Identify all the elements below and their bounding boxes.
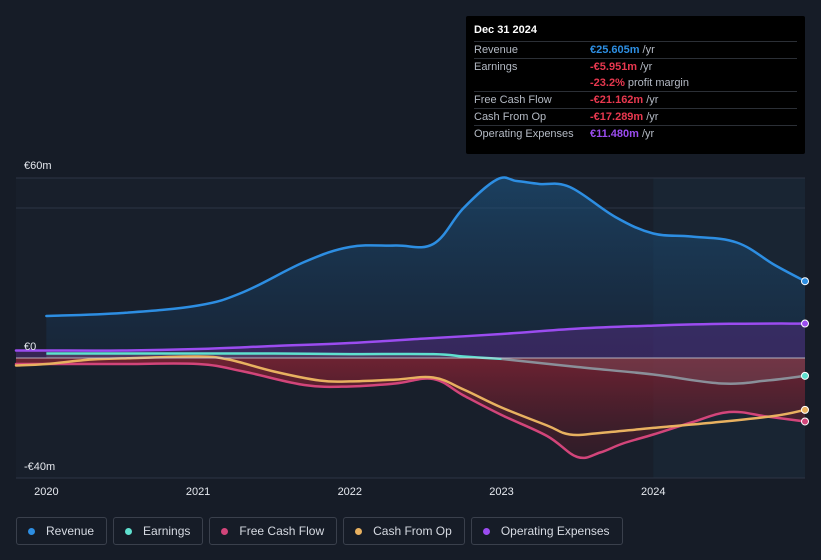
y-tick-label: €0	[24, 341, 36, 353]
tooltip-value: -€5.951m	[590, 61, 638, 73]
tooltip-value: €11.480m	[590, 128, 639, 140]
x-axis-ticks: 2020 2021 2022 2023 2024	[34, 486, 665, 498]
tooltip-row: Operating Expenses €11.480m/yr	[474, 125, 797, 142]
operating-expenses-line	[14, 322, 807, 352]
tooltip-unit: /yr	[641, 128, 655, 140]
revenue-end-marker	[801, 277, 809, 286]
earnings-area	[46, 353, 806, 384]
legend-label: Earnings	[143, 524, 191, 538]
free-cash-flow-end-marker	[801, 417, 809, 426]
legend-dot-icon	[125, 527, 133, 535]
legend-label: Operating Expenses	[500, 524, 610, 538]
y-axis-ticks: €60m €0 -€40m	[24, 160, 55, 473]
tooltip-row: Cash From Op -€17.289m/yr	[474, 108, 797, 125]
gridlines	[16, 177, 805, 479]
tooltip-label: Free Cash Flow	[474, 94, 552, 106]
x-tick-label: 2021	[186, 486, 210, 498]
earnings-end-marker	[801, 371, 809, 380]
legend-dot-icon	[221, 527, 229, 535]
series-end-markers	[801, 277, 809, 426]
tooltip-label: Earnings	[474, 61, 518, 73]
series-lines	[14, 176, 807, 460]
tooltip-date: Dec 31 2024	[474, 24, 537, 36]
legend-label: Revenue	[46, 524, 95, 538]
cash-from-op-end-marker	[801, 405, 809, 414]
legend-item-earnings[interactable]: Earnings	[113, 517, 204, 545]
y-tick-label: -€40m	[24, 461, 55, 473]
tooltip-unit: /yr	[642, 44, 655, 56]
legend: Revenue Earnings Free Cash Flow Cash From O…	[16, 517, 623, 545]
tooltip-unit: /yr	[646, 94, 659, 106]
legend-dot-icon	[28, 527, 35, 535]
tooltip-label: Revenue	[474, 44, 519, 56]
tooltip-value: -€21.162m	[590, 94, 644, 106]
tooltip-unit: /yr	[646, 111, 659, 123]
tooltip-label	[474, 75, 590, 91]
tooltip-label: Operating Expenses	[474, 128, 574, 140]
tooltip-row: Revenue €25.605m/yr	[474, 41, 797, 58]
tooltip-label: Cash From Op	[474, 111, 547, 123]
earnings-line-negative	[501, 357, 806, 385]
legend-dot-icon	[355, 527, 363, 535]
tooltip-unit: profit margin	[627, 77, 689, 89]
x-tick-label: 2020	[34, 486, 58, 498]
operating-expenses-end-marker	[801, 319, 809, 328]
earnings-line	[46, 352, 502, 361]
legend-item-operating-expenses[interactable]: Operating Expenses	[470, 517, 623, 545]
revenue-area	[46, 177, 806, 358]
legend-item-revenue[interactable]: Revenue	[16, 517, 108, 545]
y-tick-label: €60m	[24, 160, 52, 172]
tooltip-row: Earnings -€5.951m/yr	[474, 58, 797, 75]
tooltip-row: -23.2% profit margin	[474, 75, 797, 91]
legend-item-free-cash-flow[interactable]: Free Cash Flow	[209, 517, 338, 545]
x-tick-label: 2024	[641, 486, 665, 498]
legend-label: Free Cash Flow	[239, 524, 325, 538]
legend-item-cash-from-op[interactable]: Cash From Op	[343, 517, 465, 545]
legend-label: Cash From Op	[373, 524, 452, 538]
tooltip: Dec 31 2024 Revenue €25.605m/yr Earnings -€…	[466, 16, 805, 154]
tooltip-value: -23.2%	[590, 77, 625, 89]
revenue-line	[45, 176, 807, 318]
x-tick-label: 2022	[338, 486, 362, 498]
tooltip-value: €25.605m	[590, 44, 640, 56]
tooltip-row: Free Cash Flow -€21.162m/yr	[474, 91, 797, 108]
tooltip-unit: /yr	[640, 61, 653, 73]
x-tick-label: 2023	[489, 486, 513, 498]
tooltip-value: -€17.289m	[590, 111, 644, 123]
legend-dot-icon	[482, 527, 490, 535]
